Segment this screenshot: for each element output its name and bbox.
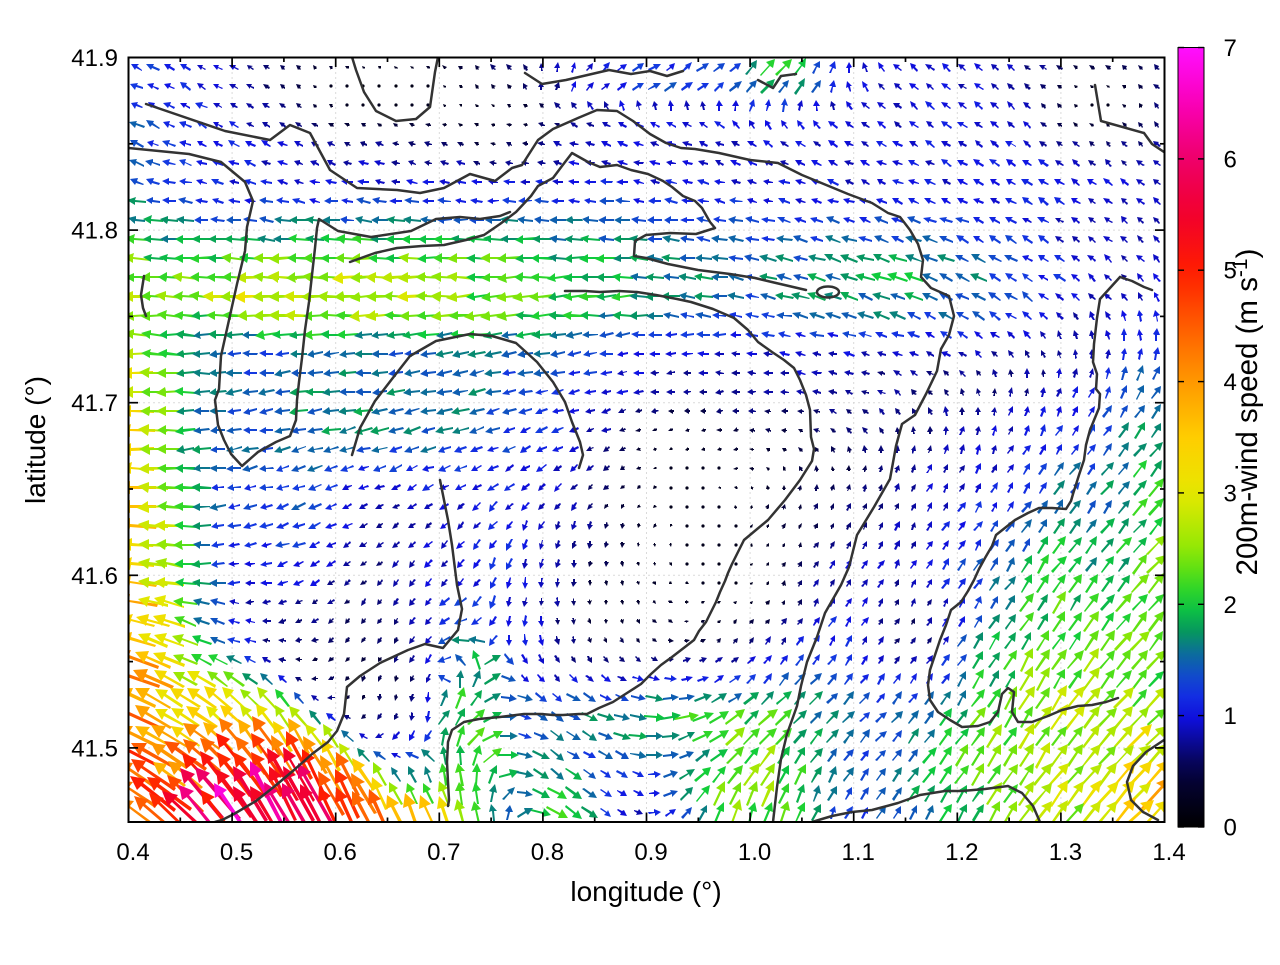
svg-text:latitude (°): latitude (°) xyxy=(20,376,51,504)
svg-text:4: 4 xyxy=(1224,369,1237,396)
svg-text:41.9: 41.9 xyxy=(71,45,118,72)
svg-text:1.1: 1.1 xyxy=(842,839,875,866)
svg-text:41.8: 41.8 xyxy=(71,218,118,245)
svg-text:41.5: 41.5 xyxy=(71,735,118,762)
svg-text:0.7: 0.7 xyxy=(427,839,460,866)
svg-text:200m-wind speed (m s-1): 200m-wind speed (m s-1) xyxy=(1229,249,1264,576)
svg-text:0.5: 0.5 xyxy=(220,839,253,866)
svg-text:41.7: 41.7 xyxy=(71,390,118,417)
svg-text:1: 1 xyxy=(1224,703,1237,730)
svg-text:0.6: 0.6 xyxy=(324,839,357,866)
svg-text:longitude (°): longitude (°) xyxy=(570,876,721,907)
svg-text:0.4: 0.4 xyxy=(116,839,149,866)
svg-text:3: 3 xyxy=(1224,480,1237,507)
svg-text:7: 7 xyxy=(1224,35,1237,62)
svg-text:41.6: 41.6 xyxy=(71,563,118,590)
svg-text:1.0: 1.0 xyxy=(738,839,771,866)
svg-text:6: 6 xyxy=(1224,146,1237,173)
svg-text:0: 0 xyxy=(1224,815,1237,842)
svg-text:5: 5 xyxy=(1224,258,1237,285)
svg-text:0.9: 0.9 xyxy=(634,839,667,866)
svg-text:1.4: 1.4 xyxy=(1152,839,1185,866)
svg-text:2: 2 xyxy=(1224,592,1237,619)
svg-text:1.2: 1.2 xyxy=(945,839,978,866)
svg-text:1.3: 1.3 xyxy=(1049,839,1082,866)
svg-text:0.8: 0.8 xyxy=(531,839,564,866)
